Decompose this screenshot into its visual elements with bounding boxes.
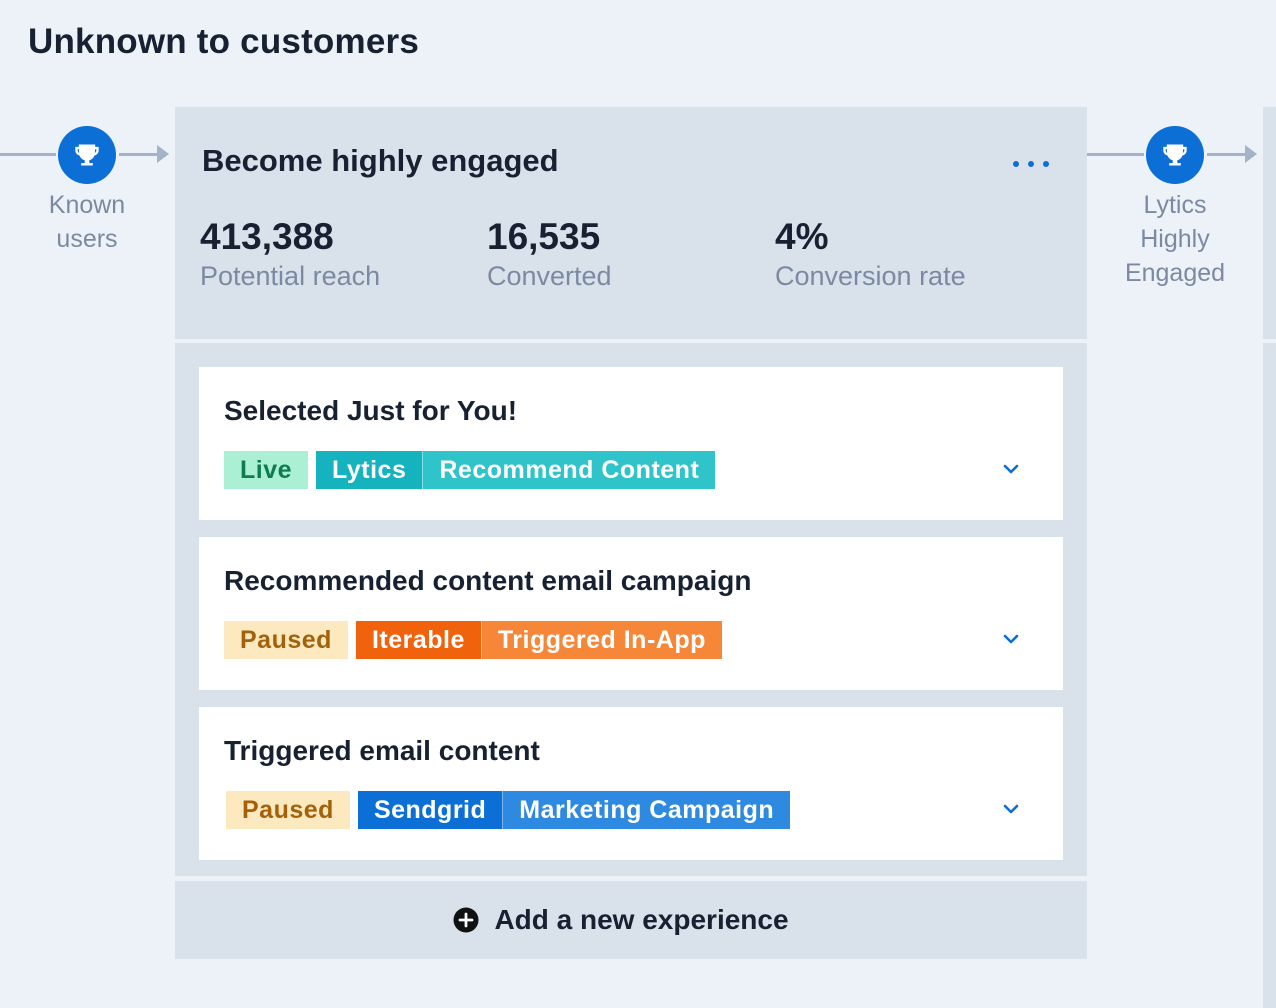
milestone-next-label: Lytics Highly Engaged	[1124, 191, 1226, 287]
stat-converted: 16,535 Converted	[487, 217, 612, 293]
experience-card[interactable]: Triggered email content Paused Sendgrid …	[199, 707, 1063, 860]
type-badge: Triggered In-App	[480, 621, 722, 659]
stat-conversion-rate: 4% Conversion rate	[775, 217, 966, 293]
stat-value: 4%	[775, 216, 829, 257]
milestone-previous-label: Known users	[48, 191, 126, 253]
experience-list: Selected Just for You! Live Lytics Recom…	[175, 343, 1087, 876]
trophy-icon	[75, 144, 99, 166]
experience-title: Selected Just for You!	[224, 395, 518, 426]
stat-value: 413,388	[200, 216, 334, 257]
stage-title: Become highly engaged	[202, 143, 559, 178]
status-badge: Paused	[226, 791, 350, 829]
arrow-right-icon	[1245, 145, 1257, 163]
provider-badge: Lytics	[316, 451, 423, 489]
add-experience-button[interactable]: Add a new experience	[175, 881, 1087, 959]
experience-card[interactable]: Selected Just for You! Live Lytics Recom…	[199, 367, 1063, 520]
trophy-icon	[1163, 144, 1187, 166]
stat-label: Conversion rate	[775, 261, 966, 291]
experience-card[interactable]: Recommended content email campaign Pause…	[199, 537, 1063, 690]
experience-tags: Paused Sendgrid Marketing Campaign	[226, 791, 791, 829]
experience-tags: Live Lytics Recommend Content	[224, 451, 716, 489]
stat-label: Potential reach	[200, 261, 381, 291]
chevron-down-icon[interactable]	[1001, 459, 1021, 479]
connector-line	[119, 153, 159, 156]
experience-tags: Paused Iterable Triggered In-App	[224, 621, 722, 659]
experience-title: Triggered email content	[224, 735, 540, 766]
stat-label: Converted	[487, 261, 612, 291]
stat-potential-reach: 413,388 Potential reach	[200, 217, 380, 293]
type-badge: Recommend Content	[422, 451, 716, 489]
next-stage-header	[1263, 107, 1276, 339]
milestone-next[interactable]	[1146, 126, 1204, 184]
milestone-previous[interactable]	[58, 126, 116, 184]
status-badge: Live	[224, 451, 309, 489]
provider-badge: Iterable	[355, 621, 481, 659]
more-horizontal-icon	[1013, 161, 1019, 167]
more-options-button[interactable]	[1013, 157, 1049, 171]
next-stage-body	[1263, 343, 1276, 1008]
stage-header: Become highly engaged 413,388 Potential …	[175, 107, 1087, 339]
page-title: Unknown to customers	[28, 22, 419, 61]
arrow-right-icon	[157, 145, 169, 163]
type-badge: Marketing Campaign	[502, 791, 791, 829]
add-experience-label: Add a new experience	[494, 904, 789, 935]
stat-value: 16,535	[487, 216, 601, 257]
status-badge: Paused	[224, 621, 348, 659]
connector-line	[1207, 153, 1247, 156]
plus-circle-icon	[453, 907, 479, 933]
chevron-down-icon[interactable]	[1001, 799, 1021, 819]
connector-line	[0, 153, 56, 156]
provider-badge: Sendgrid	[357, 791, 503, 829]
experience-title: Recommended content email campaign	[224, 565, 752, 596]
connector-line	[1087, 153, 1144, 156]
chevron-down-icon[interactable]	[1001, 629, 1021, 649]
